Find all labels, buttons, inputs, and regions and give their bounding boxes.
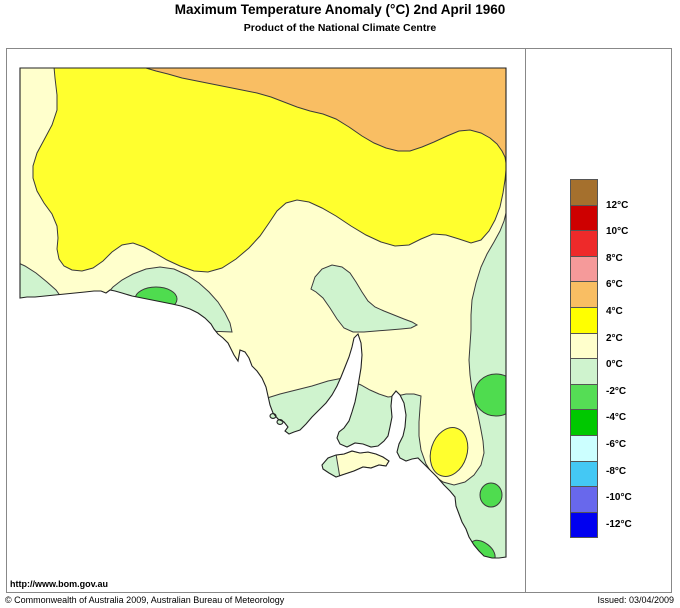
legend-label: 2°C [606, 332, 623, 344]
legend-label: 4°C [606, 306, 623, 317]
legend-color-block [570, 230, 598, 257]
legend-label: -4°C [606, 412, 627, 424]
issued-date: Issued: 03/04/2009 [597, 595, 674, 605]
copyright-text: © Commonwealth of Australia 2009, Austra… [5, 595, 285, 605]
legend-color-block [570, 306, 598, 334]
page-title: Maximum Temperature Anomaly (°C) 2nd Apr… [174, 2, 506, 17]
contour-orange-north [130, 68, 506, 164]
legend-color-block [570, 409, 598, 436]
legend-label: -2°C [606, 385, 627, 397]
legend-label: 10°C [606, 226, 629, 238]
legend-color-block [570, 179, 598, 206]
legend-label: 8°C [606, 252, 623, 264]
legend-label: 6°C [606, 279, 623, 291]
legend-label: -6°C [606, 439, 627, 450]
legend-label: 12°C [606, 199, 629, 211]
sa-state-outline [19, 67, 507, 559]
kangaroo-island-outline [321, 450, 390, 478]
legend-color-block [570, 511, 598, 539]
legend-color-block [570, 358, 598, 385]
page-subtitle: Product of the National Climate Centre [243, 22, 437, 34]
bom-url: http://www.bom.gov.au [10, 579, 108, 589]
offshore-island [269, 413, 277, 419]
temperature-legend: 12°C 10°C 8°C 6°C 4°C 2°C 0°C -2°C -4°C -6°C -8°C -… [570, 179, 680, 539]
legend-color-block [570, 281, 598, 308]
panel-divider [525, 48, 526, 593]
legend-color-block [570, 460, 598, 488]
legend-label: -10°C [606, 492, 632, 504]
legend-color-block [570, 486, 598, 513]
legend-color-block [570, 434, 598, 462]
legend-color-block [570, 383, 598, 411]
legend-color-block [570, 332, 598, 360]
contour-green-se-blob [479, 482, 503, 508]
legend-color-block [570, 255, 598, 283]
contour-green-bight-blob [134, 286, 178, 312]
legend-color-block [570, 204, 598, 232]
offshore-island [276, 419, 284, 425]
contour-yellow-ring-core [429, 427, 469, 477]
legend-label: -12°C [606, 518, 632, 530]
legend-label: 0°C [606, 359, 623, 371]
contour-lightgreen-gulftop [310, 264, 419, 333]
legend-label: -8°C [606, 465, 627, 477]
contour-green-east-blob [473, 373, 506, 417]
